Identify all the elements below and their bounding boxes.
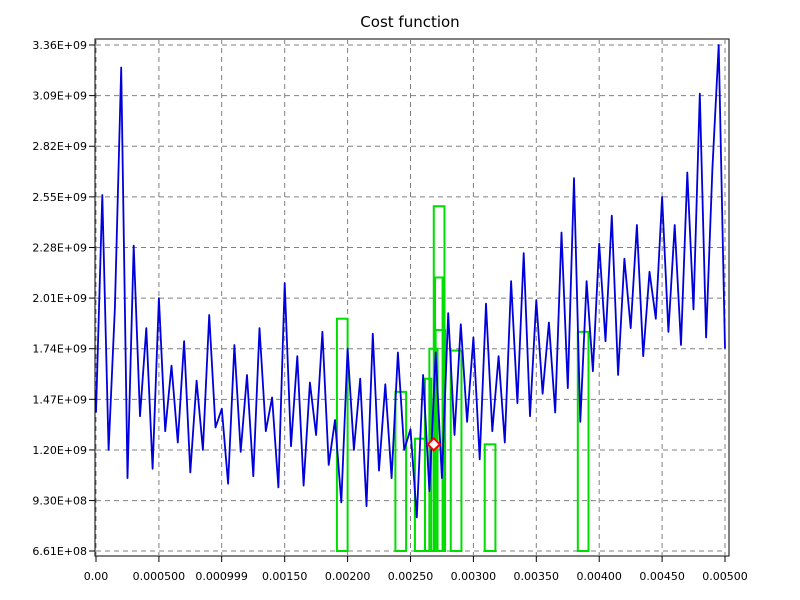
best-point-diamond xyxy=(426,436,442,452)
y-tick-label: 1.20E+09 xyxy=(32,444,87,457)
x-tick-label: 0.00350 xyxy=(514,570,560,583)
y-tick-label: 6.61E+08 xyxy=(32,545,87,558)
candidate-bar xyxy=(576,330,590,552)
x-tick-label: 0.00500 xyxy=(702,570,748,583)
candidate-bars xyxy=(335,205,590,553)
y-tick-label: 1.47E+09 xyxy=(32,393,87,406)
y-tick-label: 2.28E+09 xyxy=(32,241,87,254)
x-tick-label: 0.00200 xyxy=(325,570,371,583)
grid-lines xyxy=(95,39,726,556)
y-tick-label: 2.55E+09 xyxy=(32,191,87,204)
x-tick-label: 0.00250 xyxy=(388,570,434,583)
y-tick-label: 9.30E+08 xyxy=(32,495,87,508)
chart-title: Cost function xyxy=(360,13,459,31)
x-tick-label: 0.00300 xyxy=(451,570,497,583)
x-tick-label: 0.00400 xyxy=(576,570,622,583)
x-tick-label: 0.00 xyxy=(84,570,109,583)
best-point-marker xyxy=(426,436,442,452)
y-tick-label: 3.36E+09 xyxy=(32,39,87,52)
y-tick-label: 1.74E+09 xyxy=(32,343,87,356)
data-series xyxy=(95,44,726,519)
x-tick-label: 0.000999 xyxy=(195,570,248,583)
x-tick-label: 0.00450 xyxy=(639,570,685,583)
candidate-bar xyxy=(483,443,497,553)
x-tick-label: 0.000500 xyxy=(133,570,186,583)
x-tick-label: 0.00150 xyxy=(262,570,308,583)
plot-area xyxy=(94,38,730,557)
y-tick-label: 2.01E+09 xyxy=(32,292,87,305)
candidate-bar xyxy=(449,349,463,552)
y-tick-label: 3.09E+09 xyxy=(32,90,87,103)
axes: 6.61E+08 9.30E+08 1.20E+09 1.47E+09 1.74E+09… xyxy=(32,39,747,583)
y-tick-label: 2.82E+09 xyxy=(32,140,87,153)
cost-series-line xyxy=(95,44,726,519)
